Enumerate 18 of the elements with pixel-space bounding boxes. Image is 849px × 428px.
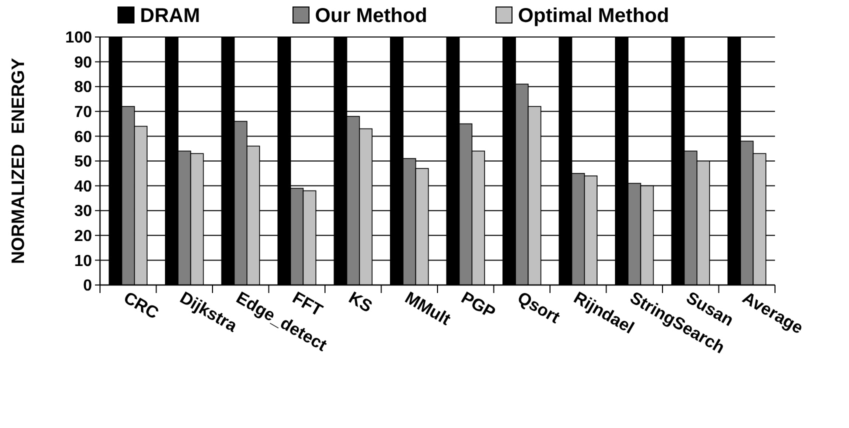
y-tick-label: 60 [74, 128, 92, 146]
y-tick-label: 10 [74, 252, 92, 270]
legend-label: Optimal Method [518, 5, 670, 28]
legend-label: DRAM [140, 5, 200, 28]
y-tick-label: 90 [74, 54, 92, 72]
y-tick-label: 30 [74, 203, 92, 220]
y-tick-label: 40 [74, 178, 92, 196]
x-tick-label: KS [346, 288, 376, 316]
legend-label: Our Method [315, 5, 428, 28]
x-tick-label: PGP [458, 288, 499, 322]
y-tick-label: 0 [83, 278, 92, 295]
y-tick-label: 50 [74, 154, 92, 171]
y-tick-label: 70 [74, 104, 92, 121]
y-tick-label: 20 [74, 228, 92, 245]
y-axis-title: NORMALIZED ENERGY [8, 58, 28, 264]
y-tick-label: 100 [65, 30, 92, 47]
x-tick-label: CRC [120, 288, 162, 323]
y-tick-label: 80 [74, 79, 92, 96]
